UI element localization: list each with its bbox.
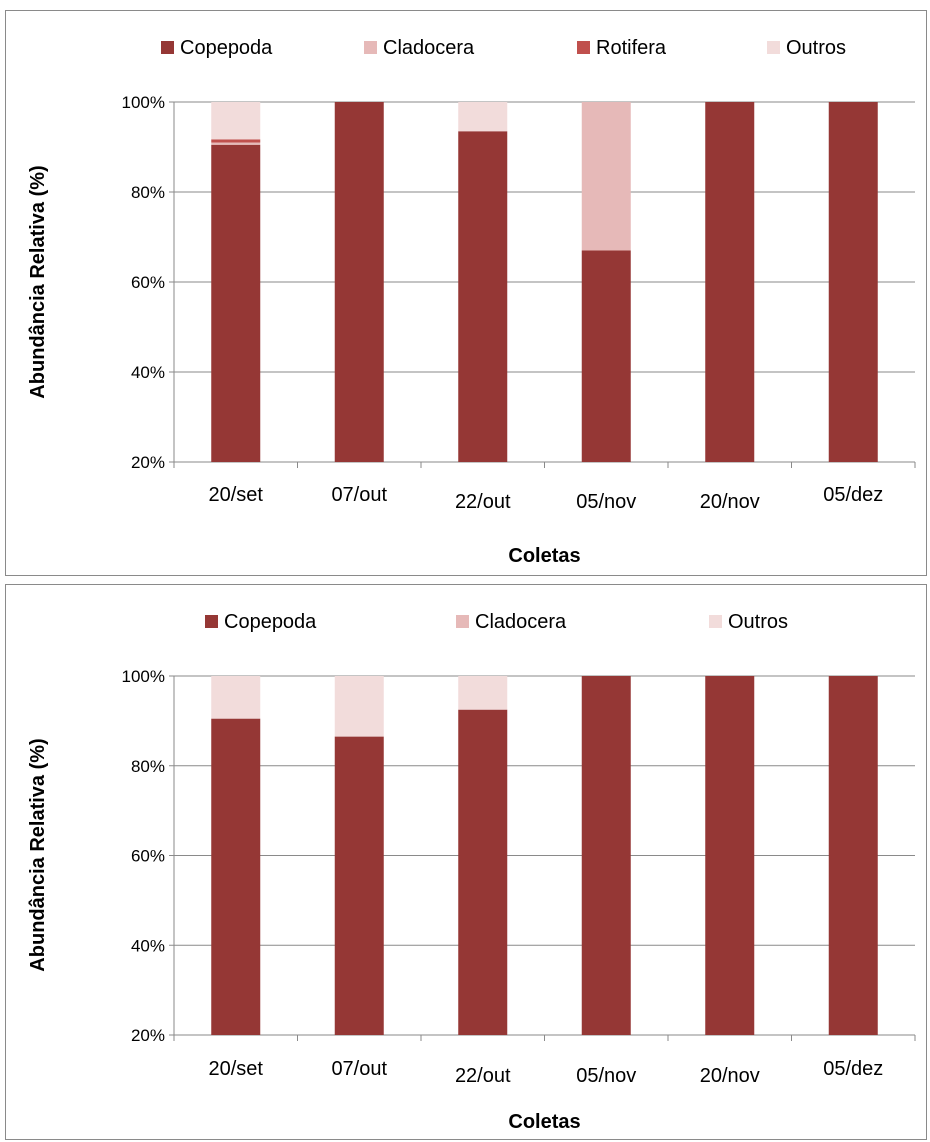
x-axis-title: Coletas	[508, 1111, 580, 1133]
bar-copepoda-07-out	[334, 102, 384, 462]
bar-copepoda-20-set	[211, 144, 261, 462]
y-tick-label: 40%	[131, 936, 165, 955]
x-category-label: 05/dez	[823, 1058, 883, 1080]
bar-outros-22-out	[458, 102, 508, 132]
bar-rotifera-20-set	[211, 139, 261, 143]
x-category-label: 22/out	[455, 1065, 511, 1087]
bar-outros-20-set	[211, 102, 261, 140]
y-tick-label: 80%	[131, 757, 165, 776]
x-category-label: 20/set	[209, 484, 264, 506]
x-category-label: 22/out	[455, 491, 511, 513]
legend-label-copepoda: Copepoda	[180, 37, 273, 59]
x-category-label: 20/nov	[700, 1065, 760, 1087]
legend-swatch-outros	[767, 41, 780, 54]
bar-copepoda-22-out	[458, 131, 508, 462]
chart-top: Copepoda Cladocera Rotifera Outros 20% 40% 60%…	[27, 37, 916, 567]
x-category-label: 20/set	[209, 1058, 264, 1080]
bar-cladocera-20-set	[211, 142, 261, 145]
y-tick-label: 40%	[131, 363, 165, 382]
legend-swatch-rotifera	[577, 41, 590, 54]
y-tick-label: 20%	[131, 1026, 165, 1045]
legend-label-outros: Outros	[786, 37, 846, 59]
legend-swatch-outros	[709, 615, 722, 628]
legend-swatch-cladocera	[364, 41, 377, 54]
legend-label-outros: Outros	[728, 611, 788, 633]
x-category-label: 05/nov	[576, 491, 636, 513]
y-axis-title: Abundância Relativa (%)	[27, 738, 49, 971]
bar-copepoda-05-dez	[828, 676, 878, 1035]
x-category-label: 05/dez	[823, 484, 883, 506]
bar-outros-07-out	[334, 676, 384, 737]
bar-copepoda-22-out	[458, 709, 508, 1035]
bar-copepoda-20-set	[211, 718, 261, 1035]
legend-label-copepoda: Copepoda	[224, 611, 317, 633]
bar-copepoda-20-nov	[705, 102, 755, 462]
y-tick-label: 60%	[131, 273, 165, 292]
x-category-label: 07/out	[331, 484, 387, 506]
bar-cladocera-05-nov	[581, 102, 631, 251]
legend-label-cladocera: Cladocera	[383, 37, 475, 59]
y-tick-label: 100%	[122, 93, 165, 112]
bar-copepoda-07-out	[334, 736, 384, 1035]
legend-label-rotifera: Rotifera	[596, 37, 667, 59]
x-category-label: 20/nov	[700, 491, 760, 513]
x-axis-title: Coletas	[508, 545, 580, 567]
bar-copepoda-05-nov	[581, 676, 631, 1035]
y-tick-label: 100%	[122, 667, 165, 686]
legend-swatch-copepoda	[205, 615, 218, 628]
legend-swatch-copepoda	[161, 41, 174, 54]
bar-outros-20-set	[211, 676, 261, 719]
x-category-label: 05/nov	[576, 1065, 636, 1087]
legend-swatch-cladocera	[456, 615, 469, 628]
chart-panel-top: Copepoda Cladocera Rotifera Outros 20% 40% 60%…	[5, 10, 927, 576]
y-axis-title: Abundância Relativa (%)	[27, 165, 49, 398]
chart-panel-bottom: Copepoda Cladocera Outros 20% 40% 60% 80% 100% 2…	[5, 584, 927, 1140]
bar-outros-22-out	[458, 676, 508, 710]
legend-label-cladocera: Cladocera	[475, 611, 567, 633]
bar-copepoda-05-dez	[828, 102, 878, 462]
y-tick-label: 60%	[131, 847, 165, 866]
y-tick-label: 80%	[131, 183, 165, 202]
bar-copepoda-20-nov	[705, 676, 755, 1035]
chart-bottom: Copepoda Cladocera Outros 20% 40% 60% 80% 100% 2…	[27, 611, 916, 1133]
x-category-label: 07/out	[331, 1058, 387, 1080]
y-tick-label: 20%	[131, 453, 165, 472]
bar-copepoda-05-nov	[581, 250, 631, 462]
